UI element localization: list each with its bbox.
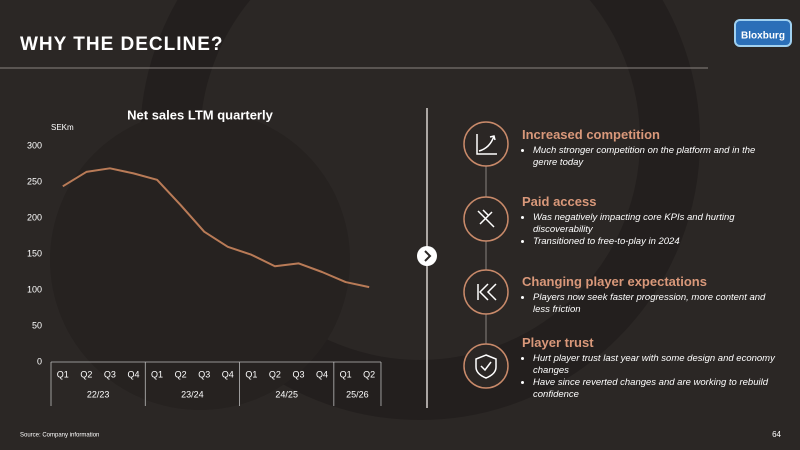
chevron-button[interactable] bbox=[417, 246, 437, 266]
x-tick-label: Q4 bbox=[222, 369, 234, 379]
y-tick-label: 0 bbox=[37, 356, 42, 366]
bullet-list: Was negatively impacting core KPIs and h… bbox=[522, 212, 782, 248]
source: Source: Company information bbox=[20, 433, 99, 439]
icon-glyph bbox=[477, 209, 495, 228]
x-tick-label: Q1 bbox=[245, 369, 257, 379]
group-label: 23/24 bbox=[181, 389, 204, 399]
item: Increased competition Much stronger compe… bbox=[522, 127, 782, 169]
x-tick-label: Q3 bbox=[292, 369, 304, 379]
icon bbox=[463, 269, 509, 315]
icon-glyph bbox=[475, 354, 497, 379]
y-tick-label: 200 bbox=[27, 212, 42, 222]
bullet: Players now seek faster progression, mor… bbox=[533, 292, 782, 316]
bullet: Much stronger competition on the platfor… bbox=[533, 145, 782, 169]
group-label: 25/26 bbox=[346, 389, 369, 399]
item-title: Increased competition bbox=[522, 127, 660, 142]
x-tick-label: Q4 bbox=[127, 369, 139, 379]
chart-title: Net sales LTM quarterly bbox=[127, 107, 273, 122]
y-tick-label: 100 bbox=[27, 284, 42, 294]
x-tick-label: Q3 bbox=[198, 369, 210, 379]
bullet-list: Much stronger competition on the platfor… bbox=[522, 145, 782, 169]
y-tick-label: 250 bbox=[27, 176, 42, 186]
x-tick-label: Q1 bbox=[57, 369, 69, 379]
item-title: Paid access bbox=[522, 194, 597, 209]
item-title: Changing player expectations bbox=[522, 274, 707, 289]
item-title: Player trust bbox=[522, 335, 594, 350]
icon bbox=[463, 121, 509, 167]
item: Paid access Was negatively impacting core… bbox=[522, 194, 782, 248]
x-tick-label: Q2 bbox=[80, 369, 92, 379]
x-tick-label: Q2 bbox=[363, 369, 375, 379]
icon bbox=[463, 343, 509, 389]
chevron bbox=[424, 250, 432, 262]
x-tick-label: Q1 bbox=[151, 369, 163, 379]
bullet-list: Players now seek faster progression, mor… bbox=[522, 292, 782, 316]
x-tick-label: Q1 bbox=[340, 369, 352, 379]
bullet: Transitioned to free-to-play in 2024 bbox=[533, 236, 782, 248]
slide-title: WHY THE DECLINE? bbox=[20, 34, 224, 55]
x-tick-label: Q2 bbox=[175, 369, 187, 379]
bullet: Have since reverted changes and are work… bbox=[533, 377, 782, 401]
bullet: Hurt player trust last year with some de… bbox=[533, 353, 782, 377]
icon-glyph bbox=[477, 283, 497, 301]
bullet-list: Hurt player trust last year with some de… bbox=[522, 353, 782, 401]
y-tick-label: 300 bbox=[27, 140, 42, 150]
item: Player trust Hurt player trust last year … bbox=[522, 335, 782, 401]
logo-box bbox=[734, 19, 792, 47]
logo: Bloxburg bbox=[741, 31, 785, 42]
line bbox=[62, 167, 370, 289]
decor bbox=[50, 110, 350, 410]
page-number: 64 bbox=[772, 430, 781, 439]
x-tick-label: Q4 bbox=[316, 369, 328, 379]
y-tick-label: 50 bbox=[32, 320, 42, 330]
x-tick-label: Q3 bbox=[104, 369, 116, 379]
bullet: Was negatively impacting core KPIs and h… bbox=[533, 212, 782, 236]
y-axis-label: SEKm bbox=[51, 123, 74, 132]
icon-glyph bbox=[476, 134, 497, 155]
group-label: 22/23 bbox=[87, 389, 110, 399]
y-tick-label: 150 bbox=[27, 248, 42, 258]
group-label: 24/25 bbox=[275, 389, 298, 399]
item: Changing player expectations Players now … bbox=[522, 274, 782, 316]
x-tick-label: Q2 bbox=[269, 369, 281, 379]
